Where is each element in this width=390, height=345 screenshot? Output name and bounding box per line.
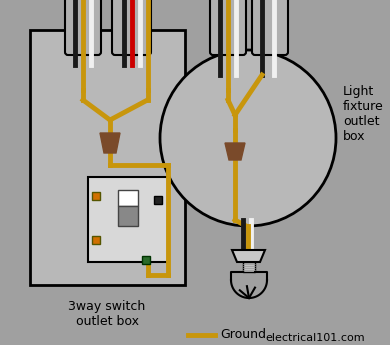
Text: 3way switch
outlet box: 3way switch outlet box <box>68 300 145 328</box>
Bar <box>154 196 162 204</box>
FancyBboxPatch shape <box>112 0 151 55</box>
FancyBboxPatch shape <box>210 0 246 55</box>
Bar <box>118 190 138 206</box>
Polygon shape <box>100 133 120 153</box>
Polygon shape <box>243 262 255 272</box>
FancyBboxPatch shape <box>65 0 101 55</box>
Text: Light
fixture
outlet
box: Light fixture outlet box <box>343 85 384 143</box>
Text: Ground: Ground <box>220 328 266 342</box>
Bar <box>92 192 100 200</box>
Bar <box>142 256 150 264</box>
Polygon shape <box>225 143 245 160</box>
Circle shape <box>160 50 336 226</box>
Bar <box>118 206 138 226</box>
Bar <box>92 236 100 244</box>
Bar <box>30 30 185 285</box>
Polygon shape <box>232 250 265 262</box>
Bar <box>88 177 168 262</box>
Text: electrical101.com: electrical101.com <box>265 333 365 343</box>
FancyBboxPatch shape <box>252 0 288 55</box>
